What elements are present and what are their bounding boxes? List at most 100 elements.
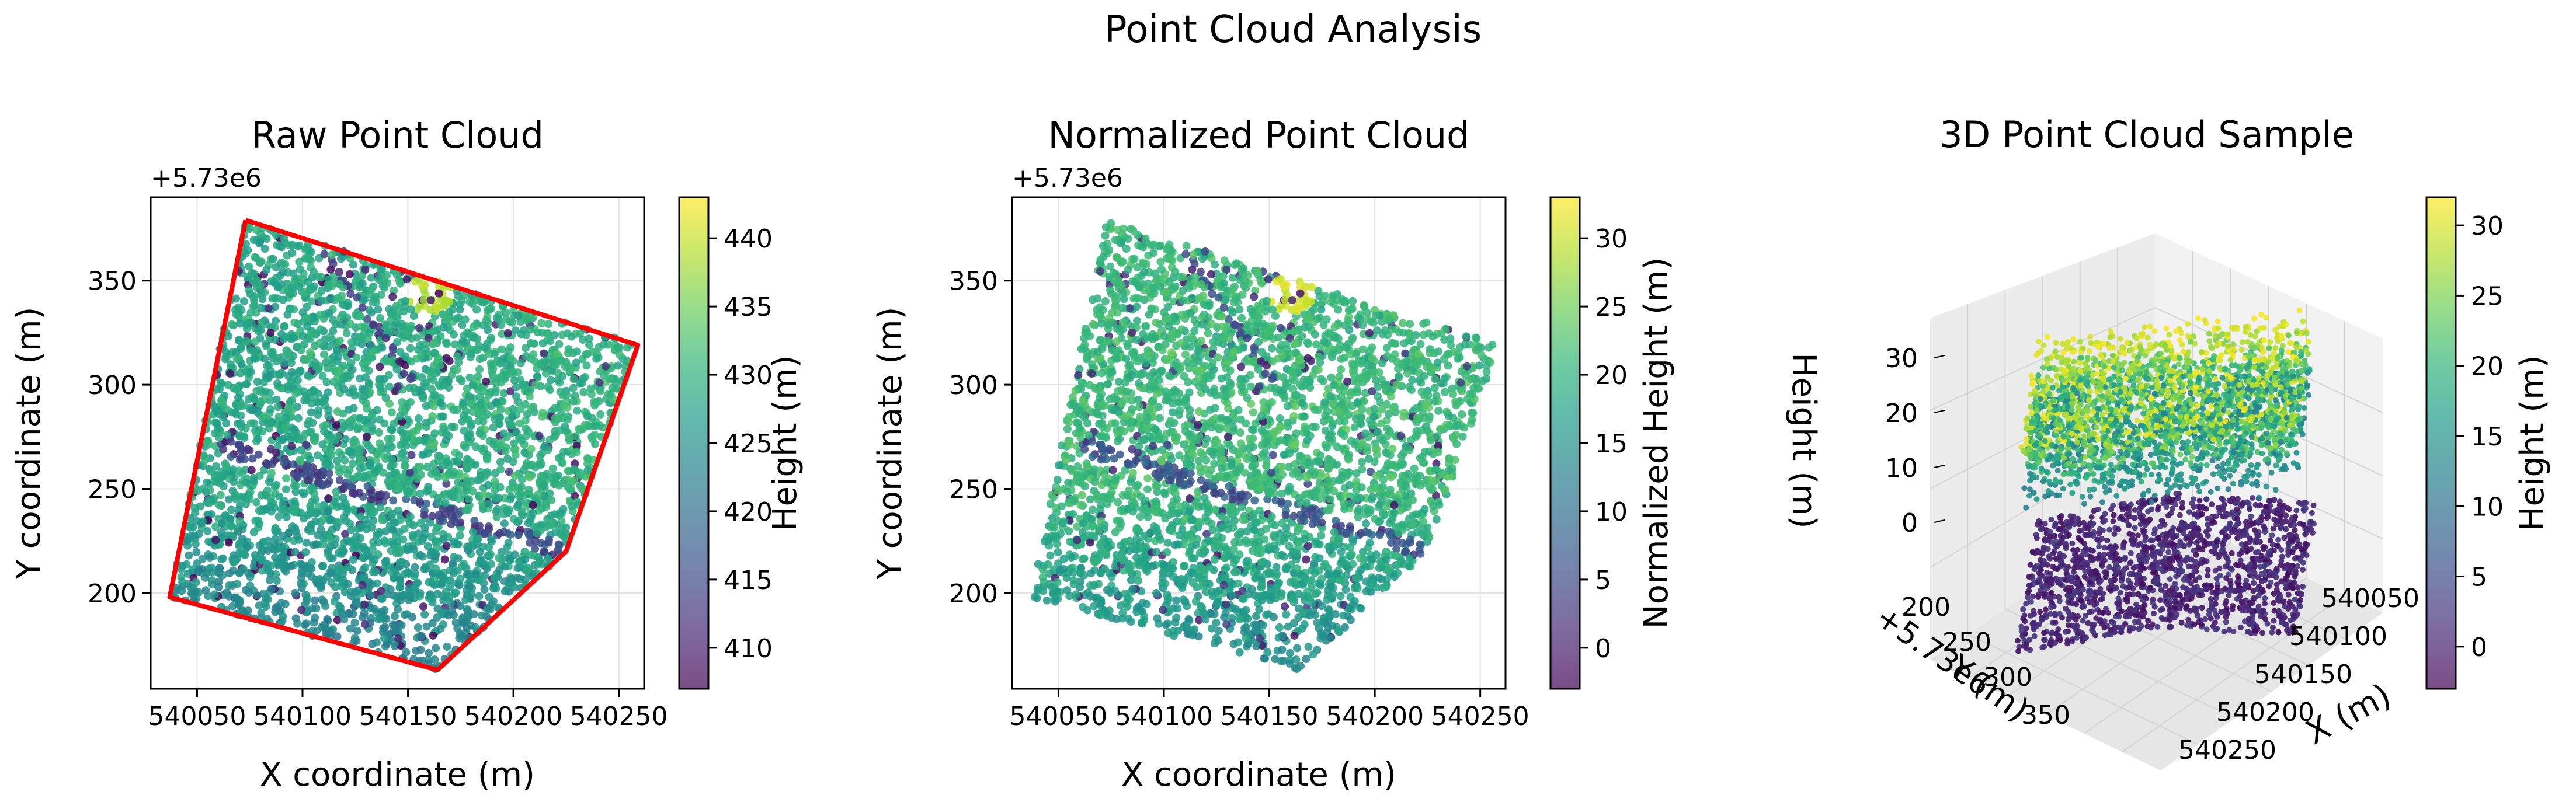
data-point [274, 412, 283, 421]
data-point [415, 323, 423, 332]
data-point [484, 480, 492, 489]
data-point [396, 558, 404, 567]
data-point [441, 436, 450, 445]
data-point [522, 424, 530, 433]
data-point [349, 459, 357, 468]
data-point [248, 406, 257, 414]
data-point [416, 646, 425, 654]
data-point [238, 470, 247, 479]
data-point [259, 378, 268, 387]
data-point [304, 476, 312, 485]
data-point [1122, 387, 1131, 396]
data-point [483, 455, 492, 464]
data-point [475, 548, 484, 556]
data-point [482, 470, 491, 479]
data-point [461, 315, 470, 324]
data-point [406, 305, 415, 314]
data-point [314, 469, 322, 477]
data-point [538, 328, 547, 337]
y-tick-label: 250 [88, 475, 137, 504]
data-point [222, 419, 230, 427]
data-point [569, 465, 578, 474]
data-point [1114, 498, 1122, 507]
data-point [396, 412, 405, 420]
data-point [425, 578, 433, 587]
data-point [468, 381, 477, 389]
data-point [235, 336, 244, 344]
data-point [373, 638, 381, 647]
data-point [307, 408, 315, 417]
data-point [417, 632, 426, 640]
data-point [343, 580, 352, 588]
data-point [1094, 580, 1103, 588]
data-point [516, 375, 524, 384]
data-point [227, 437, 235, 446]
data-point [204, 537, 213, 546]
data-point [401, 462, 409, 470]
data-point [210, 429, 219, 438]
data-point [302, 396, 311, 404]
data-point [1181, 350, 1190, 359]
data-point [320, 250, 329, 259]
data-point [557, 517, 566, 526]
data-point [524, 315, 533, 324]
data-point [540, 357, 549, 365]
data-point [341, 529, 350, 538]
data-point [596, 410, 605, 419]
data-point [435, 516, 444, 525]
data-point [406, 398, 415, 406]
data-point [346, 587, 355, 596]
data-point [479, 412, 488, 421]
data-point [422, 622, 431, 631]
data-point [576, 471, 584, 480]
colorbar-tick-label: 420 [724, 497, 773, 527]
data-point [321, 460, 330, 469]
data-point [402, 648, 411, 657]
data-point [524, 519, 533, 528]
data-point [295, 257, 304, 266]
data-point [328, 250, 336, 259]
data-point [516, 359, 525, 367]
data-point [360, 295, 369, 304]
data-point [513, 518, 522, 526]
data-point [585, 334, 593, 343]
data-point [208, 576, 217, 585]
data-point [569, 397, 578, 406]
data-point [418, 451, 427, 459]
data-point [490, 350, 499, 358]
data-point [606, 390, 615, 399]
data-point [405, 383, 414, 392]
data-point [566, 486, 575, 494]
data-point [496, 483, 505, 491]
data-point [238, 492, 247, 501]
data-point [447, 423, 456, 431]
data-point [1243, 539, 1251, 548]
data-point [357, 522, 366, 531]
data-point [235, 569, 244, 577]
data-point [537, 319, 546, 327]
data-point [242, 336, 250, 345]
data-point [449, 470, 457, 479]
data-point [381, 623, 389, 632]
data-point [504, 538, 513, 547]
data-point [547, 376, 555, 385]
data-point [429, 441, 437, 450]
data-point [361, 373, 370, 382]
data-point [476, 400, 485, 409]
data-point [335, 336, 344, 345]
data-point [534, 490, 543, 499]
data-point [492, 398, 500, 406]
data-point [279, 435, 288, 444]
data-point [583, 455, 592, 463]
data-point [430, 429, 439, 438]
data-point [306, 502, 315, 510]
data-point [211, 536, 220, 545]
data-point [407, 451, 416, 459]
data-point [514, 501, 523, 510]
data-point [328, 358, 337, 367]
data-point [427, 368, 436, 376]
data-point [186, 583, 195, 591]
data-point [322, 445, 331, 454]
data-point [227, 522, 235, 531]
data-point [324, 530, 332, 539]
